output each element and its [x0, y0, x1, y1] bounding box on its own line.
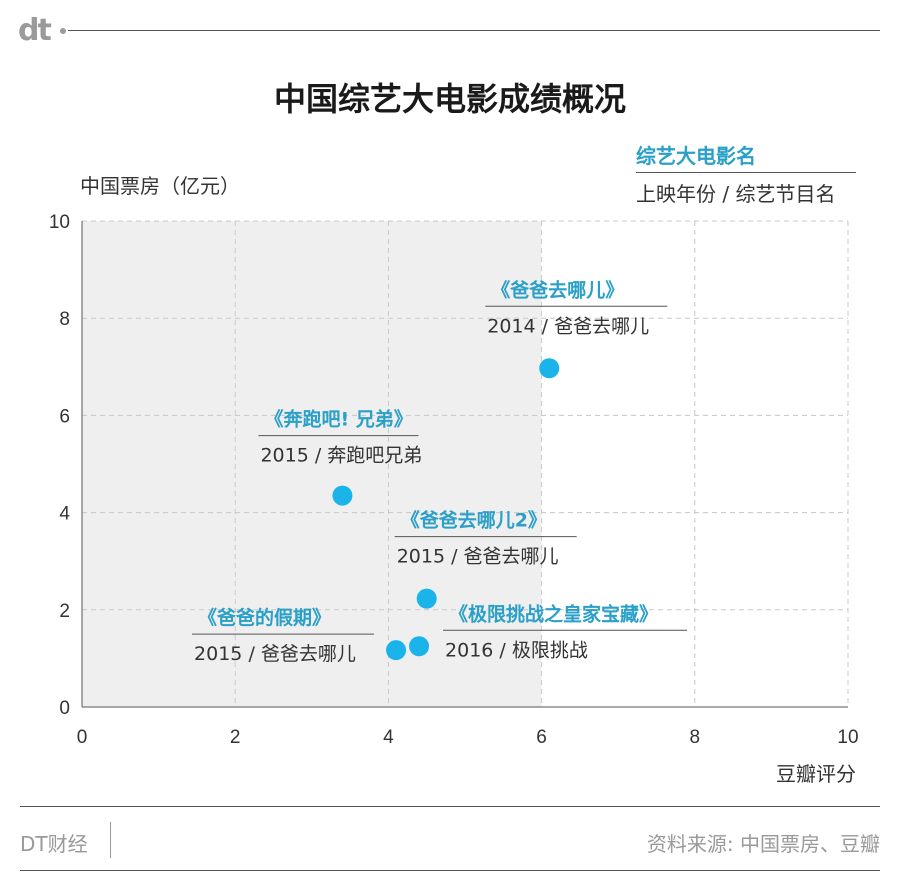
y-tick-label: 4: [59, 504, 70, 525]
x-tick-label: 8: [690, 727, 701, 748]
y-tick-label: 10: [49, 212, 70, 233]
point-title: 《爸爸的假期》: [198, 606, 331, 629]
footer-divider-bottom: [20, 870, 880, 871]
point-subtitle: 2015 / 爸爸去哪儿: [194, 643, 356, 665]
x-axis-label: 豆瓣评分: [776, 762, 856, 786]
data-point: [416, 588, 437, 609]
point-title: 《极限挑战之皇家宝藏》: [449, 602, 658, 625]
y-tick-label: 6: [59, 406, 70, 427]
legend-subtitle: 上映年份 / 综艺节目名: [636, 182, 836, 206]
point-title: 《奔跑吧! 兄弟》: [264, 408, 412, 431]
footer-separator: [110, 822, 111, 858]
dt-logo: dt: [18, 13, 52, 48]
footer-divider-top: [20, 806, 880, 807]
point-title: 《爸爸去哪儿2》: [401, 509, 547, 532]
legend-divider: [636, 172, 856, 173]
point-subtitle: 2014 / 爸爸去哪儿: [487, 315, 649, 337]
point-subtitle: 2015 / 爸爸去哪儿: [397, 546, 559, 568]
point-subtitle: 2016 / 极限挑战: [445, 639, 588, 661]
y-tick-label: 8: [59, 309, 70, 330]
chart-title: 中国综艺大电影成绩概况: [273, 80, 626, 118]
top-divider: [68, 30, 880, 31]
x-tick-label: 6: [536, 727, 547, 748]
logo-dot: [60, 28, 66, 34]
x-tick-label: 10: [837, 727, 858, 748]
y-tick-label: 2: [59, 601, 70, 622]
data-point: [332, 485, 353, 506]
footer-brand: DT财经: [20, 832, 88, 856]
point-title: 《爸爸去哪儿》: [491, 278, 624, 301]
data-point: [539, 358, 560, 379]
y-axis-label: 中国票房（亿元）: [80, 174, 240, 198]
point-subtitle: 2015 / 奔跑吧兄弟: [260, 445, 422, 467]
data-point: [409, 636, 430, 657]
x-tick-label: 4: [383, 727, 394, 748]
y-tick-label: 0: [59, 698, 70, 719]
legend-title: 综艺大电影名: [636, 144, 756, 168]
data-point: [386, 640, 407, 661]
x-tick-label: 0: [77, 727, 88, 748]
shaded-region: [82, 221, 542, 707]
footer-source: 资料来源: 中国票房、豆瓣: [646, 832, 880, 856]
x-tick-label: 2: [230, 727, 241, 748]
